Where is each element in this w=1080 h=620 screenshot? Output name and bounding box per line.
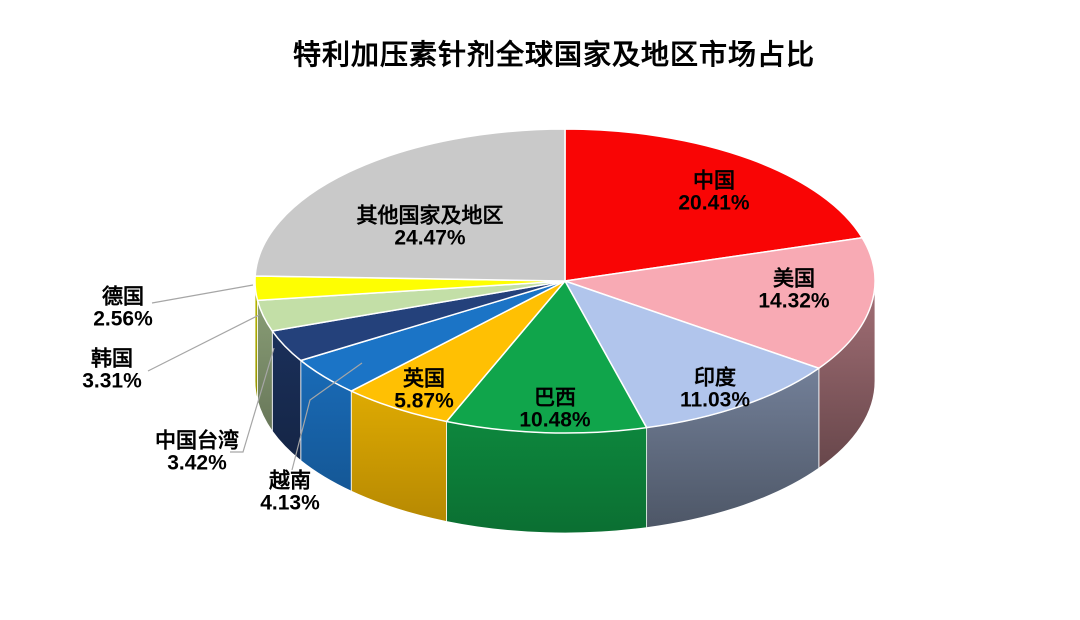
slice-label-others: 其他国家及地区 [357, 204, 504, 228]
slice-value-brazil: 10.48% [519, 409, 591, 432]
slice-label-taiwan-china: 中国台湾 [155, 429, 239, 453]
pie-slice-china [564, 128, 863, 282]
leader-line-vietnam [291, 362, 363, 471]
chart-title: 特利加压素针剂全球国家及地区市场占比 [292, 39, 815, 70]
slice-value-usa: 14.32% [758, 290, 830, 313]
slice-value-south-korea: 3.31% [82, 370, 142, 393]
slice-value-india: 11.03% [680, 389, 750, 412]
slice-value-vietnam: 4.13% [260, 492, 320, 515]
slice-label-vietnam: 越南 [268, 469, 311, 493]
leader-line-taiwan-china [230, 347, 275, 453]
slice-label-south-korea: 韩国 [91, 347, 133, 371]
slice-value-uk: 5.87% [394, 390, 454, 413]
leader-line-south-korea [147, 314, 260, 372]
slice-value-taiwan-china: 3.42% [167, 452, 227, 475]
slice-label-germany: 德国 [102, 285, 144, 309]
slice-value-others: 24.47% [394, 227, 466, 250]
slice-label-india: 印度 [694, 366, 736, 390]
pie-slice-others [254, 128, 566, 282]
pie-slice-side-brazil [446, 420, 648, 534]
pie-slice-india [564, 280, 820, 429]
slice-value-china: 20.41% [678, 192, 750, 215]
leader-line-germany [151, 284, 254, 304]
slice-label-china: 中国 [693, 170, 735, 193]
slice-label-uk: 英国 [403, 368, 445, 391]
pie-slice-usa [564, 237, 876, 369]
slice-label-brazil: 巴西 [534, 387, 576, 410]
pie-slice-brazil [445, 280, 648, 434]
slice-value-germany: 2.56% [93, 308, 153, 331]
slice-label-usa: 美国 [773, 267, 815, 291]
